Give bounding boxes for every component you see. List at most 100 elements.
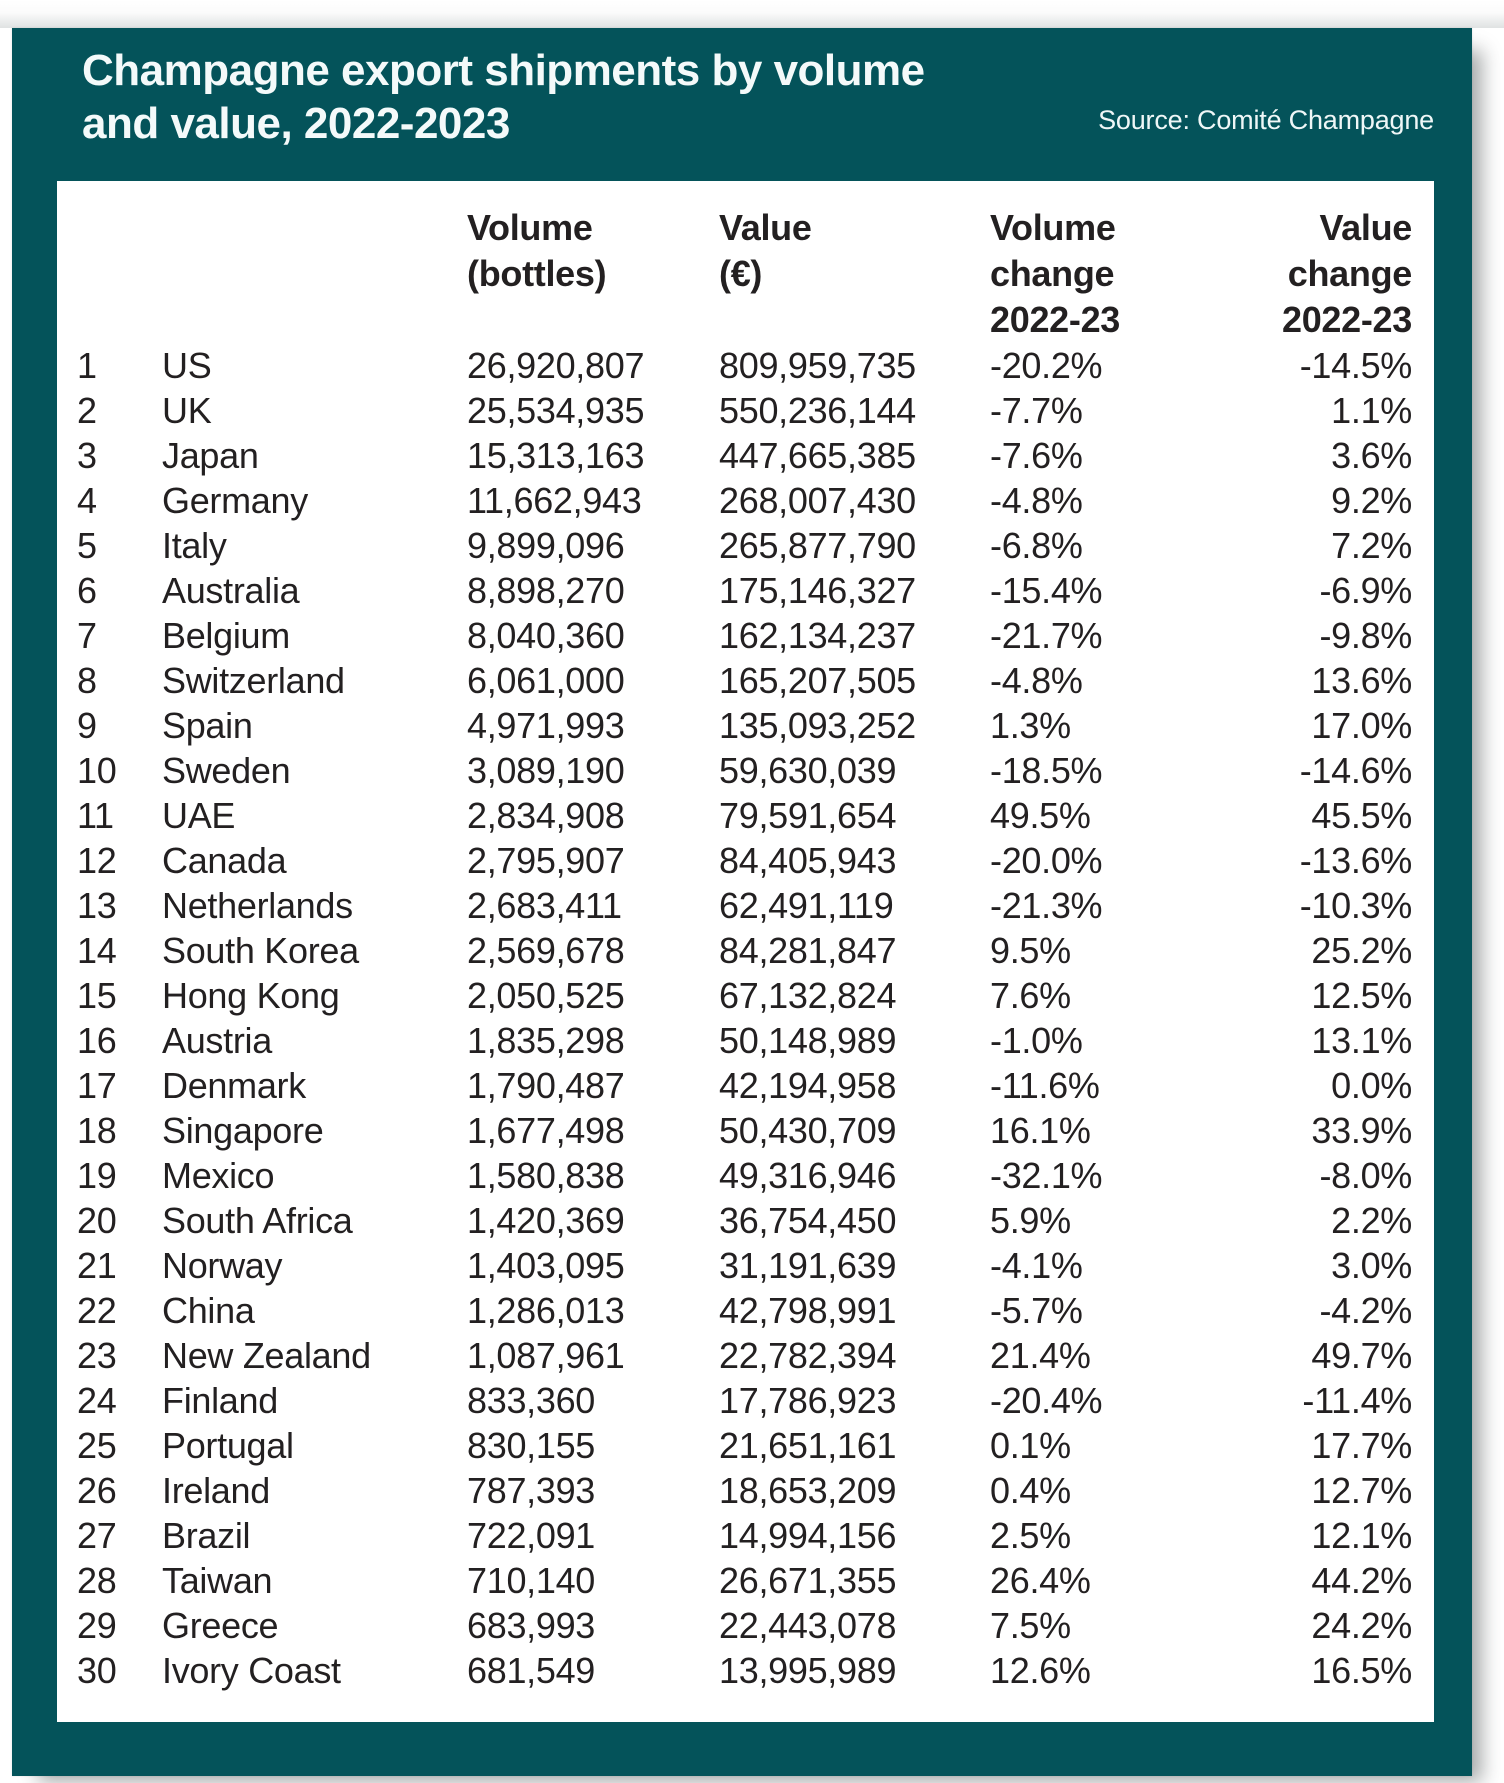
- volume-change-cell: 5.9%: [990, 1200, 1071, 1241]
- volume-cell: 1,286,013: [467, 1290, 625, 1331]
- table-row: 2 UK 25,534,935 550,236,144 -7.7% 1.1%: [57, 388, 1434, 433]
- rank-cell: 26: [77, 1470, 117, 1511]
- value-change-cell: 17.0%: [1311, 705, 1412, 746]
- value-cell: 42,798,991: [719, 1290, 897, 1331]
- table-row: 12 Canada 2,795,907 84,405,943 -20.0% -13.6%: [57, 838, 1434, 883]
- value-cell: 42,194,958: [719, 1065, 897, 1106]
- table-row: 9 Spain 4,971,993 135,093,252 1.3% 17.0%: [57, 703, 1434, 748]
- country-cell: Greece: [162, 1605, 279, 1646]
- table-row: 14 South Korea 2,569,678 84,281,847 9.5% 25.2…: [57, 928, 1434, 973]
- volume-change-cell: 21.4%: [990, 1335, 1091, 1376]
- value-cell: 67,132,824: [719, 975, 897, 1016]
- value-change-cell: 1.1%: [1331, 390, 1412, 431]
- value-change-cell: 24.2%: [1311, 1605, 1412, 1646]
- rank-cell: 27: [77, 1515, 117, 1556]
- volume-cell: 1,403,095: [467, 1245, 625, 1286]
- country-cell: Spain: [162, 705, 253, 746]
- value-change-cell: -4.2%: [1319, 1290, 1412, 1331]
- volume-cell: 11,662,943: [467, 480, 642, 521]
- rank-cell: 22: [77, 1290, 117, 1331]
- volume-cell: 1,580,838: [467, 1155, 625, 1196]
- table-row: 5 Italy 9,899,096 265,877,790 -6.8% 7.2%: [57, 523, 1434, 568]
- volume-change-cell: 9.5%: [990, 930, 1071, 971]
- value-change-cell: -13.6%: [1299, 840, 1413, 881]
- country-cell: Germany: [162, 480, 308, 521]
- country-cell: Taiwan: [162, 1560, 273, 1601]
- value-cell: 59,630,039: [719, 750, 897, 791]
- value-change-cell: -14.5%: [1299, 345, 1413, 386]
- value-cell: 79,591,654: [719, 795, 897, 836]
- country-cell: Austria: [162, 1020, 272, 1061]
- volume-change-cell: -20.4%: [990, 1380, 1103, 1421]
- value-cell: 447,665,385: [719, 435, 916, 476]
- source-credit: Source: Comité Champagne: [1098, 105, 1434, 135]
- value-change-cell: 25.2%: [1311, 930, 1412, 971]
- value-cell: 50,430,709: [719, 1110, 897, 1151]
- rank-cell: 23: [77, 1335, 117, 1376]
- volume-cell: 681,549: [467, 1650, 596, 1691]
- table-row: 8 Switzerland 6,061,000 165,207,505 -4.8% 13.…: [57, 658, 1434, 703]
- value-cell: 50,148,989: [719, 1020, 897, 1061]
- volume-change-cell: -7.6%: [990, 435, 1083, 476]
- rank-cell: 11: [77, 795, 114, 836]
- value-cell: 21,651,161: [719, 1425, 897, 1466]
- country-cell: Brazil: [162, 1515, 251, 1556]
- country-cell: Switzerland: [162, 660, 345, 701]
- rank-cell: 10: [77, 750, 117, 791]
- value-change-cell: -10.3%: [1299, 885, 1413, 926]
- country-cell: South Korea: [162, 930, 359, 971]
- volume-change-cell: -32.1%: [990, 1155, 1103, 1196]
- value-cell: 49,316,946: [719, 1155, 897, 1196]
- country-cell: Italy: [162, 525, 227, 566]
- country-cell: Japan: [162, 435, 259, 476]
- volume-change-cell: -20.2%: [990, 345, 1103, 386]
- table-row: 20 South Africa 1,420,369 36,754,450 5.9% 2.2…: [57, 1198, 1434, 1243]
- value-change-cell: 45.5%: [1311, 795, 1412, 836]
- rank-cell: 9: [77, 705, 97, 746]
- volume-cell: 710,140: [467, 1560, 596, 1601]
- table-body: 1 US 26,920,807 809,959,735 -20.2% -14.5% 2 UK 2…: [57, 343, 1434, 1693]
- volume-cell: 2,569,678: [467, 930, 625, 971]
- volume-cell: 1,087,961: [467, 1335, 625, 1376]
- rank-cell: 21: [77, 1245, 117, 1286]
- value-cell: 265,877,790: [719, 525, 916, 566]
- rank-cell: 29: [77, 1605, 117, 1646]
- value-change-cell: -8.0%: [1319, 1155, 1412, 1196]
- volume-cell: 1,790,487: [467, 1065, 625, 1106]
- value-change-cell: 44.2%: [1311, 1560, 1412, 1601]
- table-row: 30 Ivory Coast 681,549 13,995,989 12.6% 16.5%: [57, 1648, 1434, 1693]
- table-row: 25 Portugal 830,155 21,651,161 0.1% 17.7%: [57, 1423, 1434, 1468]
- rank-cell: 2: [77, 390, 97, 431]
- rank-cell: 1: [77, 345, 97, 386]
- value-change-cell: 12.7%: [1311, 1470, 1412, 1511]
- col-header-volume: Volume (bottles): [467, 207, 607, 294]
- table-row: 6 Australia 8,898,270 175,146,327 -15.4% -6.9…: [57, 568, 1434, 613]
- volume-cell: 1,420,369: [467, 1200, 625, 1241]
- volume-change-cell: -18.5%: [990, 750, 1103, 791]
- col-header-country-spacer: [162, 205, 467, 343]
- value-change-cell: 2.2%: [1331, 1200, 1412, 1241]
- country-cell: Norway: [162, 1245, 283, 1286]
- rank-cell: 19: [77, 1155, 117, 1196]
- table-row: 3 Japan 15,313,163 447,665,385 -7.6% 3.6%: [57, 433, 1434, 478]
- rank-cell: 17: [77, 1065, 117, 1106]
- country-cell: Finland: [162, 1380, 278, 1421]
- value-change-cell: 16.5%: [1311, 1650, 1412, 1691]
- volume-change-cell: 49.5%: [990, 795, 1091, 836]
- value-change-cell: 12.1%: [1311, 1515, 1412, 1556]
- volume-cell: 2,683,411: [467, 885, 622, 926]
- volume-change-cell: 26.4%: [990, 1560, 1091, 1601]
- page-title: Champagne export shipments by volume and…: [82, 46, 925, 148]
- value-cell: 26,671,355: [719, 1560, 897, 1601]
- table-header-row: Volume (bottles) Value (€) Volume change…: [57, 181, 1434, 343]
- country-cell: Ireland: [162, 1470, 270, 1511]
- volume-change-cell: 2.5%: [990, 1515, 1071, 1556]
- value-change-cell: 0.0%: [1331, 1065, 1412, 1106]
- value-change-cell: 13.1%: [1311, 1020, 1412, 1061]
- volume-cell: 2,795,907: [467, 840, 625, 881]
- country-cell: New Zealand: [162, 1335, 371, 1376]
- volume-change-cell: 0.1%: [990, 1425, 1071, 1466]
- table-row: 19 Mexico 1,580,838 49,316,946 -32.1% -8.0%: [57, 1153, 1434, 1198]
- infographic-card: Champagne export shipments by volume and…: [12, 28, 1472, 1776]
- rank-cell: 8: [77, 660, 97, 701]
